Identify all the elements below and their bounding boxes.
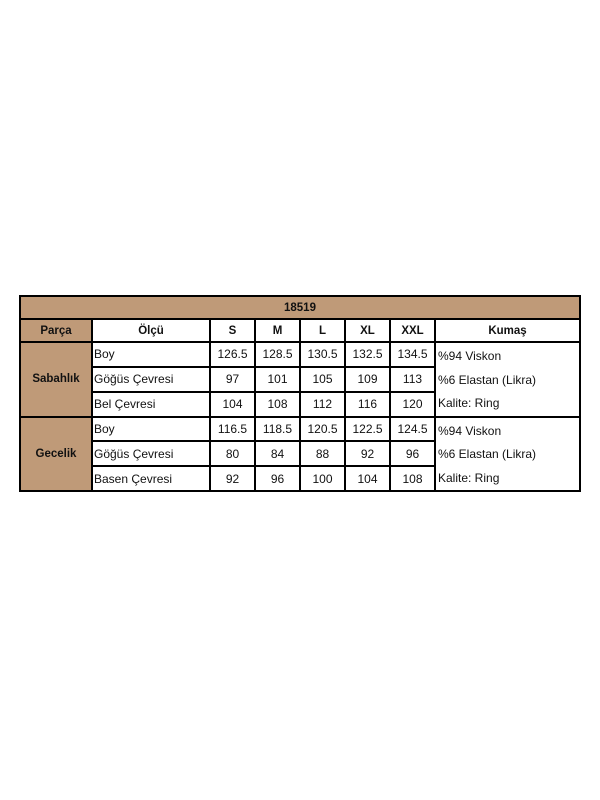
measure-name: Boy — [91, 415, 211, 443]
size-value: 92 — [209, 465, 256, 492]
header-s: S — [209, 318, 256, 343]
size-value: 100 — [299, 465, 346, 492]
fabric-info: %94 Viskon %6 Elastan (Likra) Kalite: Ring — [434, 341, 581, 418]
size-value: 104 — [344, 465, 391, 492]
measure-name: Bel Çevresi — [91, 390, 211, 418]
size-value: 122.5 — [344, 415, 391, 443]
header-m: M — [254, 318, 301, 343]
fabric-line: Kalite: Ring — [438, 396, 500, 410]
measure-name: Boy — [91, 341, 211, 368]
size-value: 112 — [299, 390, 346, 418]
header-xxl: XXL — [389, 318, 436, 343]
size-value: 109 — [344, 365, 391, 393]
table-row: Gecelik Boy 116.5 118.5 120.5 122.5 124.5 %94 V… — [19, 415, 581, 492]
fabric-line: %94 Viskon — [438, 349, 502, 363]
size-value: 80 — [209, 440, 256, 468]
header-l: L — [299, 318, 346, 343]
size-value: 105 — [299, 365, 346, 393]
size-value: 118.5 — [254, 415, 301, 443]
fabric-line: %94 Viskon — [438, 423, 502, 438]
part-name: Sabahlık — [19, 341, 93, 418]
header-olcu: Ölçü — [91, 318, 211, 343]
size-value: 132.5 — [344, 341, 391, 368]
table-row: Göğüs Çevresi 97 101 105 109 113 — [20, 365, 580, 393]
size-value: 134.5 — [389, 341, 436, 368]
header-parca: Parça — [19, 318, 93, 343]
table-title: 18519 — [19, 295, 581, 320]
size-value: 84 — [254, 440, 301, 468]
table-row: Göğüs Çevresi 80 84 88 92 96 — [20, 440, 580, 468]
fabric-info: %94 Viskon %6 Elastan (Likra) Kalite: Ring — [434, 415, 581, 492]
part-name: Gecelik — [19, 415, 93, 492]
size-value: 92 — [344, 440, 391, 468]
size-value: 97 — [209, 365, 256, 393]
size-value: 124.5 — [389, 415, 436, 443]
size-value: 96 — [389, 440, 436, 468]
header-row: Parça Ölçü S M L XL XXL Kumaş — [19, 318, 581, 343]
table-row: Basen Çevresi 92 96 100 104 108 — [20, 465, 580, 492]
measure-name: Basen Çevresi — [91, 465, 211, 492]
header-xl: XL — [344, 318, 391, 343]
size-value: 120 — [389, 390, 436, 418]
size-value: 96 — [254, 465, 301, 492]
size-value: 108 — [389, 465, 436, 492]
size-value: 116.5 — [209, 415, 256, 443]
size-value: 130.5 — [299, 341, 346, 368]
size-value: 120.5 — [299, 415, 346, 443]
measure-name: Göğüs Çevresi — [91, 365, 211, 393]
fabric-line: Kalite: Ring — [438, 470, 500, 485]
size-value: 113 — [389, 365, 436, 393]
size-value: 126.5 — [209, 341, 256, 368]
size-value: 88 — [299, 440, 346, 468]
size-chart-table: 18519 Parça Ölçü S M L XL XXL Kumaş Saba… — [19, 295, 581, 492]
fabric-line: %6 Elastan (Likra) — [438, 372, 537, 387]
size-value: 116 — [344, 390, 391, 418]
fabric-line: %6 Elastan (Likra) — [438, 447, 537, 461]
measure-name: Göğüs Çevresi — [91, 440, 211, 468]
header-kumas: Kumaş — [434, 318, 581, 343]
size-value: 101 — [254, 365, 301, 393]
size-value: 104 — [209, 390, 256, 418]
size-value: 128.5 — [254, 341, 301, 368]
table-row: Sabahlık Boy 126.5 128.5 130.5 132.5 134.5 %94 … — [19, 341, 581, 418]
table-row: Bel Çevresi 104 108 112 116 120 — [20, 390, 580, 418]
size-value: 108 — [254, 390, 301, 418]
